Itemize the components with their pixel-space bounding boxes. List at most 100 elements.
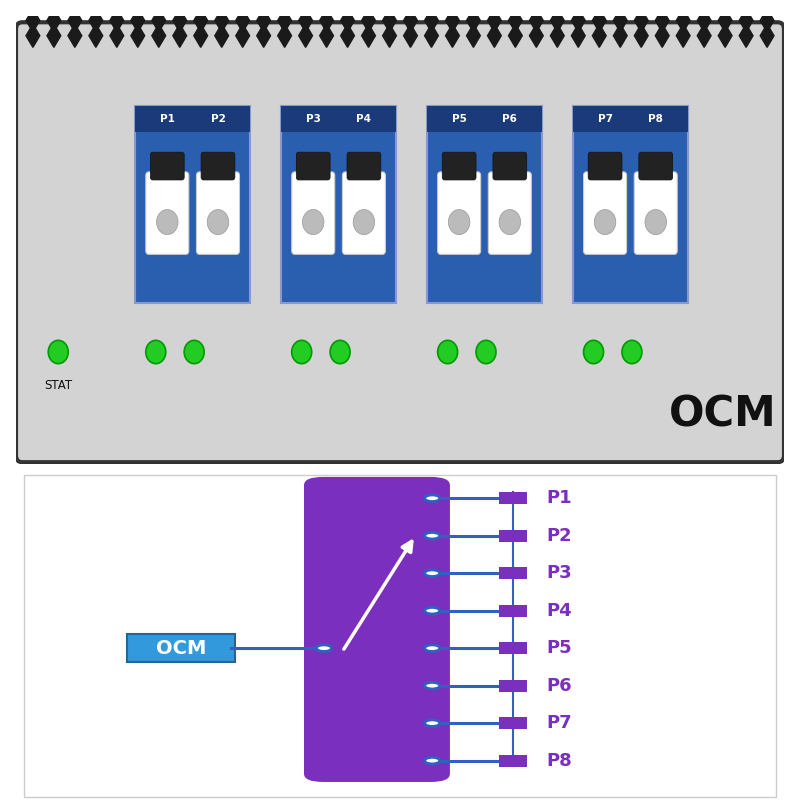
Polygon shape [760, 24, 774, 47]
Polygon shape [214, 24, 229, 47]
FancyBboxPatch shape [342, 172, 386, 254]
Ellipse shape [499, 210, 521, 234]
Ellipse shape [594, 210, 616, 234]
FancyBboxPatch shape [427, 106, 542, 133]
Circle shape [425, 607, 440, 614]
Polygon shape [214, 9, 229, 32]
Polygon shape [298, 24, 313, 47]
FancyBboxPatch shape [499, 605, 527, 617]
Polygon shape [530, 9, 543, 32]
Text: P1: P1 [160, 114, 174, 124]
FancyBboxPatch shape [488, 172, 531, 254]
Polygon shape [718, 24, 732, 47]
FancyBboxPatch shape [634, 172, 678, 254]
Polygon shape [739, 9, 753, 32]
Polygon shape [487, 24, 502, 47]
Text: P3: P3 [306, 114, 321, 124]
Polygon shape [89, 9, 102, 32]
FancyBboxPatch shape [146, 172, 189, 254]
FancyBboxPatch shape [16, 22, 784, 462]
Circle shape [184, 340, 204, 364]
Circle shape [425, 720, 440, 726]
Polygon shape [194, 24, 208, 47]
Polygon shape [152, 9, 166, 32]
Text: P4: P4 [357, 114, 371, 124]
Polygon shape [509, 24, 522, 47]
Polygon shape [278, 9, 291, 32]
Circle shape [425, 495, 440, 502]
Text: P6: P6 [502, 114, 518, 124]
Polygon shape [257, 24, 270, 47]
Polygon shape [698, 9, 711, 32]
FancyBboxPatch shape [24, 475, 776, 797]
FancyBboxPatch shape [292, 172, 334, 254]
Polygon shape [131, 24, 145, 47]
Text: STAT: STAT [44, 379, 72, 392]
Polygon shape [698, 24, 711, 47]
Polygon shape [718, 9, 732, 32]
FancyBboxPatch shape [583, 172, 626, 254]
Circle shape [583, 340, 603, 364]
Polygon shape [466, 9, 480, 32]
Polygon shape [173, 9, 186, 32]
FancyBboxPatch shape [201, 152, 235, 180]
Text: OCM: OCM [669, 394, 776, 436]
Polygon shape [676, 24, 690, 47]
Circle shape [48, 340, 68, 364]
FancyBboxPatch shape [499, 717, 527, 730]
Polygon shape [403, 9, 418, 32]
Polygon shape [68, 9, 82, 32]
FancyBboxPatch shape [493, 152, 526, 180]
Circle shape [425, 645, 440, 651]
Text: P7: P7 [546, 714, 571, 732]
FancyBboxPatch shape [281, 106, 396, 133]
Polygon shape [550, 24, 564, 47]
Polygon shape [655, 24, 669, 47]
Polygon shape [425, 9, 438, 32]
Polygon shape [26, 9, 40, 32]
Polygon shape [341, 9, 354, 32]
FancyBboxPatch shape [442, 152, 476, 180]
Polygon shape [278, 24, 291, 47]
Circle shape [425, 758, 440, 764]
Polygon shape [592, 24, 606, 47]
FancyBboxPatch shape [150, 152, 184, 180]
Polygon shape [509, 9, 522, 32]
Ellipse shape [645, 210, 666, 234]
Polygon shape [298, 9, 313, 32]
FancyBboxPatch shape [499, 530, 527, 542]
FancyBboxPatch shape [135, 106, 250, 133]
Circle shape [425, 682, 440, 689]
Polygon shape [89, 24, 102, 47]
FancyBboxPatch shape [296, 152, 330, 180]
FancyBboxPatch shape [197, 172, 239, 254]
FancyBboxPatch shape [499, 680, 527, 692]
Ellipse shape [353, 210, 374, 234]
Polygon shape [614, 9, 627, 32]
Text: P2: P2 [210, 114, 226, 124]
Polygon shape [173, 24, 186, 47]
Polygon shape [446, 9, 459, 32]
FancyBboxPatch shape [347, 152, 381, 180]
Polygon shape [739, 24, 753, 47]
Polygon shape [487, 9, 502, 32]
Polygon shape [320, 9, 334, 32]
FancyBboxPatch shape [588, 152, 622, 180]
FancyBboxPatch shape [281, 106, 396, 302]
Ellipse shape [207, 210, 229, 234]
Polygon shape [403, 24, 418, 47]
Text: P1: P1 [546, 490, 571, 507]
Circle shape [146, 340, 166, 364]
Polygon shape [236, 9, 250, 32]
Polygon shape [592, 9, 606, 32]
Text: P7: P7 [598, 114, 613, 124]
Polygon shape [571, 24, 586, 47]
FancyBboxPatch shape [573, 106, 688, 302]
Text: P3: P3 [546, 564, 571, 582]
FancyBboxPatch shape [639, 152, 673, 180]
Polygon shape [236, 24, 250, 47]
Polygon shape [320, 24, 334, 47]
Polygon shape [571, 9, 586, 32]
FancyBboxPatch shape [499, 567, 527, 579]
Text: OCM: OCM [156, 638, 206, 658]
